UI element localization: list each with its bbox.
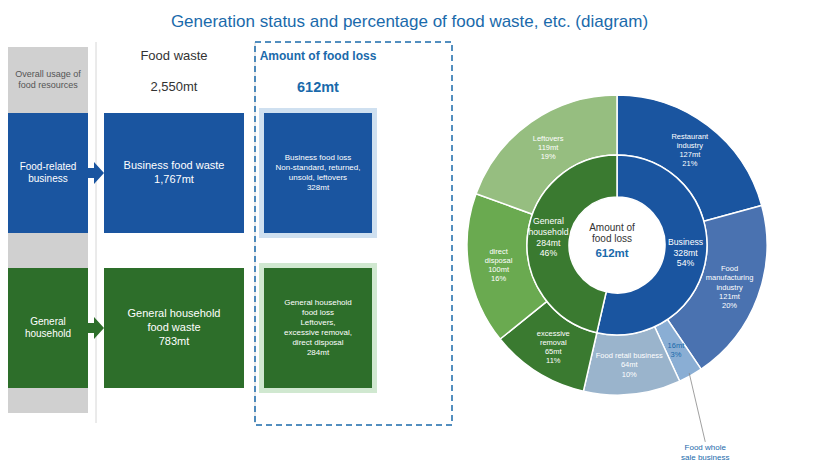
html-text:Food waste: Food waste <box>140 47 208 63</box>
html-text:Business food loss Non-standar: Business food loss Non-standard, returne… <box>275 153 361 192</box>
html-text:Amount of food loss: Amount of food loss <box>259 48 377 63</box>
html-text:General household food loss Le: General household food loss Leftovers, e… <box>284 298 352 357</box>
html-text:Overall usage of food resource: Overall usage of food resources <box>15 68 81 90</box>
svg-text:Generalhousehold284mt46%: Generalhousehold284mt46% <box>528 216 568 258</box>
svg-text:Business328mt54%: Business328mt54% <box>668 237 704 268</box>
html-text:Food-related business: Food-related business <box>19 160 77 184</box>
svg-text:Restaurantindustry127mt21%: Restaurantindustry127mt21% <box>671 131 709 167</box>
svg-text:Leftovers119mt19%: Leftovers119mt19% <box>533 133 564 160</box>
svg-text:16mt3%: 16mt3% <box>668 340 686 358</box>
html-text:General household: General household <box>24 315 72 339</box>
html-text:Generation status and percenta: Generation status and percentage of food… <box>170 12 649 31</box>
html-text:612mt: 612mt <box>595 246 629 259</box>
svg-text:Foodmanufacturingindustry121mt: Foodmanufacturingindustry121mt20% <box>706 264 754 310</box>
html-text:612mt: 612mt <box>297 78 339 95</box>
svg-text:directdisposal100mt16%: directdisposal100mt16% <box>485 246 513 282</box>
svg-text:Food retail business64mt10%: Food retail business64mt10% <box>596 351 663 378</box>
svg-text:Food wholesale business: Food wholesale business <box>681 442 729 461</box>
html-text:2,550mt: 2,550mt <box>150 78 198 94</box>
html-text:Amount of food loss: Amount of food loss <box>589 221 635 244</box>
html-text:Business food waste 1,767mt: Business food waste 1,767mt <box>123 159 225 185</box>
svg-text:excessiveremoval65mt11%: excessiveremoval65mt11% <box>537 328 570 364</box>
html-text:General household food waste 7: General household food waste 783mt <box>127 307 221 347</box>
